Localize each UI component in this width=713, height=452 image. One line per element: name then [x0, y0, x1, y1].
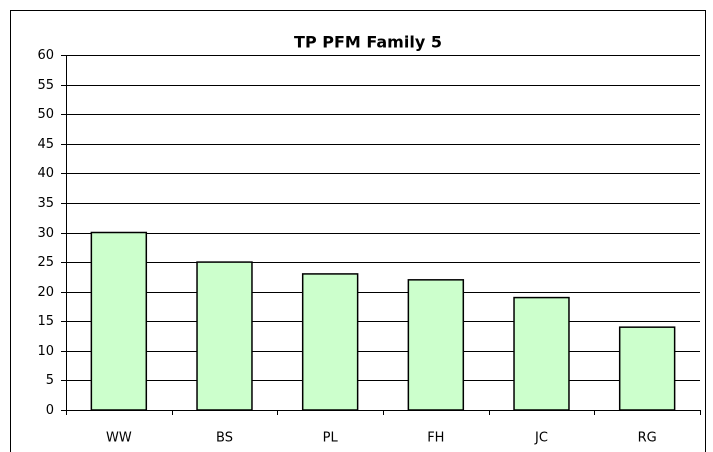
y-tick-label: 45	[37, 137, 54, 152]
chart-border	[10, 10, 706, 452]
bar	[618, 326, 676, 411]
y-tick-label: 0	[46, 403, 54, 418]
x-tick-label: PL	[323, 431, 339, 446]
bar	[301, 273, 359, 411]
bar	[513, 296, 570, 411]
y-tick-label: 15	[37, 314, 54, 329]
y-tick-label: 30	[37, 226, 54, 241]
y-tick-label: 35	[37, 196, 54, 211]
y-tick-label: 25	[37, 255, 54, 270]
x-tick-label: WW	[106, 431, 132, 446]
y-tick-label: 50	[37, 107, 54, 122]
x-tick-label: BS	[216, 431, 233, 446]
y-tick-label: 60	[37, 48, 54, 63]
y-tick-label: 5	[46, 373, 54, 388]
bar	[407, 279, 465, 411]
bar	[196, 261, 253, 411]
x-tick-label: JC	[534, 431, 548, 446]
x-tick-label: FH	[427, 431, 444, 446]
bar	[90, 231, 148, 411]
y-tick-label: 55	[37, 78, 54, 93]
y-tick-label: 40	[37, 166, 54, 181]
y-tick-label: 20	[37, 285, 54, 300]
y-tick-label: 10	[37, 344, 54, 359]
x-tick-label: RG	[638, 431, 657, 446]
chart-title: TP PFM Family 5	[294, 33, 442, 52]
